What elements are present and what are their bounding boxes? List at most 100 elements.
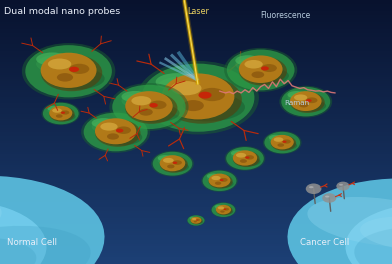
Bar bbox=[0, 220, 392, 222]
Text: Fluorescence: Fluorescence bbox=[261, 11, 311, 20]
Ellipse shape bbox=[245, 60, 263, 69]
Ellipse shape bbox=[290, 92, 325, 113]
Bar bbox=[0, 70, 392, 73]
Bar bbox=[0, 86, 392, 88]
Ellipse shape bbox=[306, 99, 312, 102]
Bar bbox=[0, 240, 392, 242]
Bar bbox=[0, 117, 392, 119]
Bar bbox=[0, 53, 392, 55]
Ellipse shape bbox=[224, 48, 297, 92]
Bar bbox=[0, 183, 392, 185]
Bar bbox=[0, 178, 392, 180]
Bar bbox=[0, 227, 392, 229]
Ellipse shape bbox=[42, 102, 80, 125]
Ellipse shape bbox=[187, 215, 205, 226]
Ellipse shape bbox=[183, 100, 204, 111]
Ellipse shape bbox=[215, 205, 228, 211]
Bar bbox=[0, 55, 392, 57]
Ellipse shape bbox=[69, 67, 79, 72]
Ellipse shape bbox=[245, 155, 254, 159]
Ellipse shape bbox=[226, 147, 264, 170]
Bar bbox=[0, 255, 392, 257]
Ellipse shape bbox=[196, 220, 198, 221]
Ellipse shape bbox=[209, 173, 230, 187]
Ellipse shape bbox=[294, 95, 307, 101]
Ellipse shape bbox=[48, 59, 71, 69]
Ellipse shape bbox=[239, 55, 283, 83]
Ellipse shape bbox=[170, 93, 245, 121]
Bar bbox=[0, 198, 392, 200]
Text: Dual modal nano probes: Dual modal nano probes bbox=[4, 7, 120, 16]
Ellipse shape bbox=[122, 92, 164, 109]
Ellipse shape bbox=[211, 202, 236, 218]
Bar bbox=[0, 33, 392, 35]
Ellipse shape bbox=[156, 76, 221, 101]
Bar bbox=[0, 211, 392, 213]
Ellipse shape bbox=[153, 152, 192, 176]
Ellipse shape bbox=[233, 151, 260, 167]
Ellipse shape bbox=[261, 66, 269, 70]
Bar bbox=[0, 238, 392, 240]
Ellipse shape bbox=[25, 45, 112, 97]
Ellipse shape bbox=[156, 73, 198, 91]
Bar bbox=[0, 172, 392, 174]
Ellipse shape bbox=[149, 103, 158, 107]
Ellipse shape bbox=[191, 217, 203, 224]
Ellipse shape bbox=[125, 92, 178, 124]
Ellipse shape bbox=[240, 159, 247, 163]
Ellipse shape bbox=[207, 173, 220, 179]
Bar bbox=[0, 185, 392, 187]
Bar bbox=[0, 189, 392, 191]
Text: Raman: Raman bbox=[285, 100, 310, 106]
Bar bbox=[0, 233, 392, 235]
Ellipse shape bbox=[0, 237, 36, 264]
Ellipse shape bbox=[122, 91, 149, 102]
Ellipse shape bbox=[131, 104, 180, 122]
Bar bbox=[0, 134, 392, 136]
Bar bbox=[0, 2, 392, 4]
Bar bbox=[0, 180, 392, 183]
Ellipse shape bbox=[309, 186, 314, 188]
Ellipse shape bbox=[220, 178, 228, 182]
Ellipse shape bbox=[339, 184, 343, 186]
Ellipse shape bbox=[199, 88, 225, 101]
Bar bbox=[0, 200, 392, 202]
Ellipse shape bbox=[307, 197, 392, 247]
Ellipse shape bbox=[201, 170, 238, 192]
Ellipse shape bbox=[171, 81, 201, 95]
Circle shape bbox=[322, 193, 336, 203]
Text: Cancer Cell: Cancer Cell bbox=[300, 238, 349, 247]
Ellipse shape bbox=[281, 87, 330, 116]
Ellipse shape bbox=[287, 91, 306, 98]
Bar bbox=[0, 84, 392, 86]
Bar bbox=[0, 40, 392, 42]
Ellipse shape bbox=[163, 158, 174, 163]
Bar bbox=[0, 167, 392, 169]
Ellipse shape bbox=[36, 53, 69, 66]
Bar bbox=[0, 176, 392, 178]
Bar bbox=[0, 165, 392, 167]
Bar bbox=[0, 213, 392, 216]
Ellipse shape bbox=[354, 227, 392, 264]
Ellipse shape bbox=[198, 92, 212, 99]
Bar bbox=[0, 257, 392, 260]
Ellipse shape bbox=[236, 157, 261, 166]
Ellipse shape bbox=[345, 203, 392, 264]
Bar bbox=[0, 222, 392, 224]
Ellipse shape bbox=[218, 209, 233, 215]
Ellipse shape bbox=[211, 180, 234, 188]
Ellipse shape bbox=[231, 151, 253, 159]
Ellipse shape bbox=[190, 217, 200, 221]
Ellipse shape bbox=[43, 103, 79, 124]
Bar bbox=[0, 235, 392, 238]
Bar bbox=[0, 26, 392, 29]
Bar bbox=[0, 20, 392, 22]
Bar bbox=[0, 7, 392, 9]
Ellipse shape bbox=[207, 174, 227, 182]
Bar bbox=[0, 103, 392, 106]
Ellipse shape bbox=[283, 139, 291, 144]
Ellipse shape bbox=[190, 217, 196, 219]
Bar bbox=[0, 143, 392, 145]
Ellipse shape bbox=[203, 171, 236, 191]
Bar bbox=[0, 64, 392, 66]
